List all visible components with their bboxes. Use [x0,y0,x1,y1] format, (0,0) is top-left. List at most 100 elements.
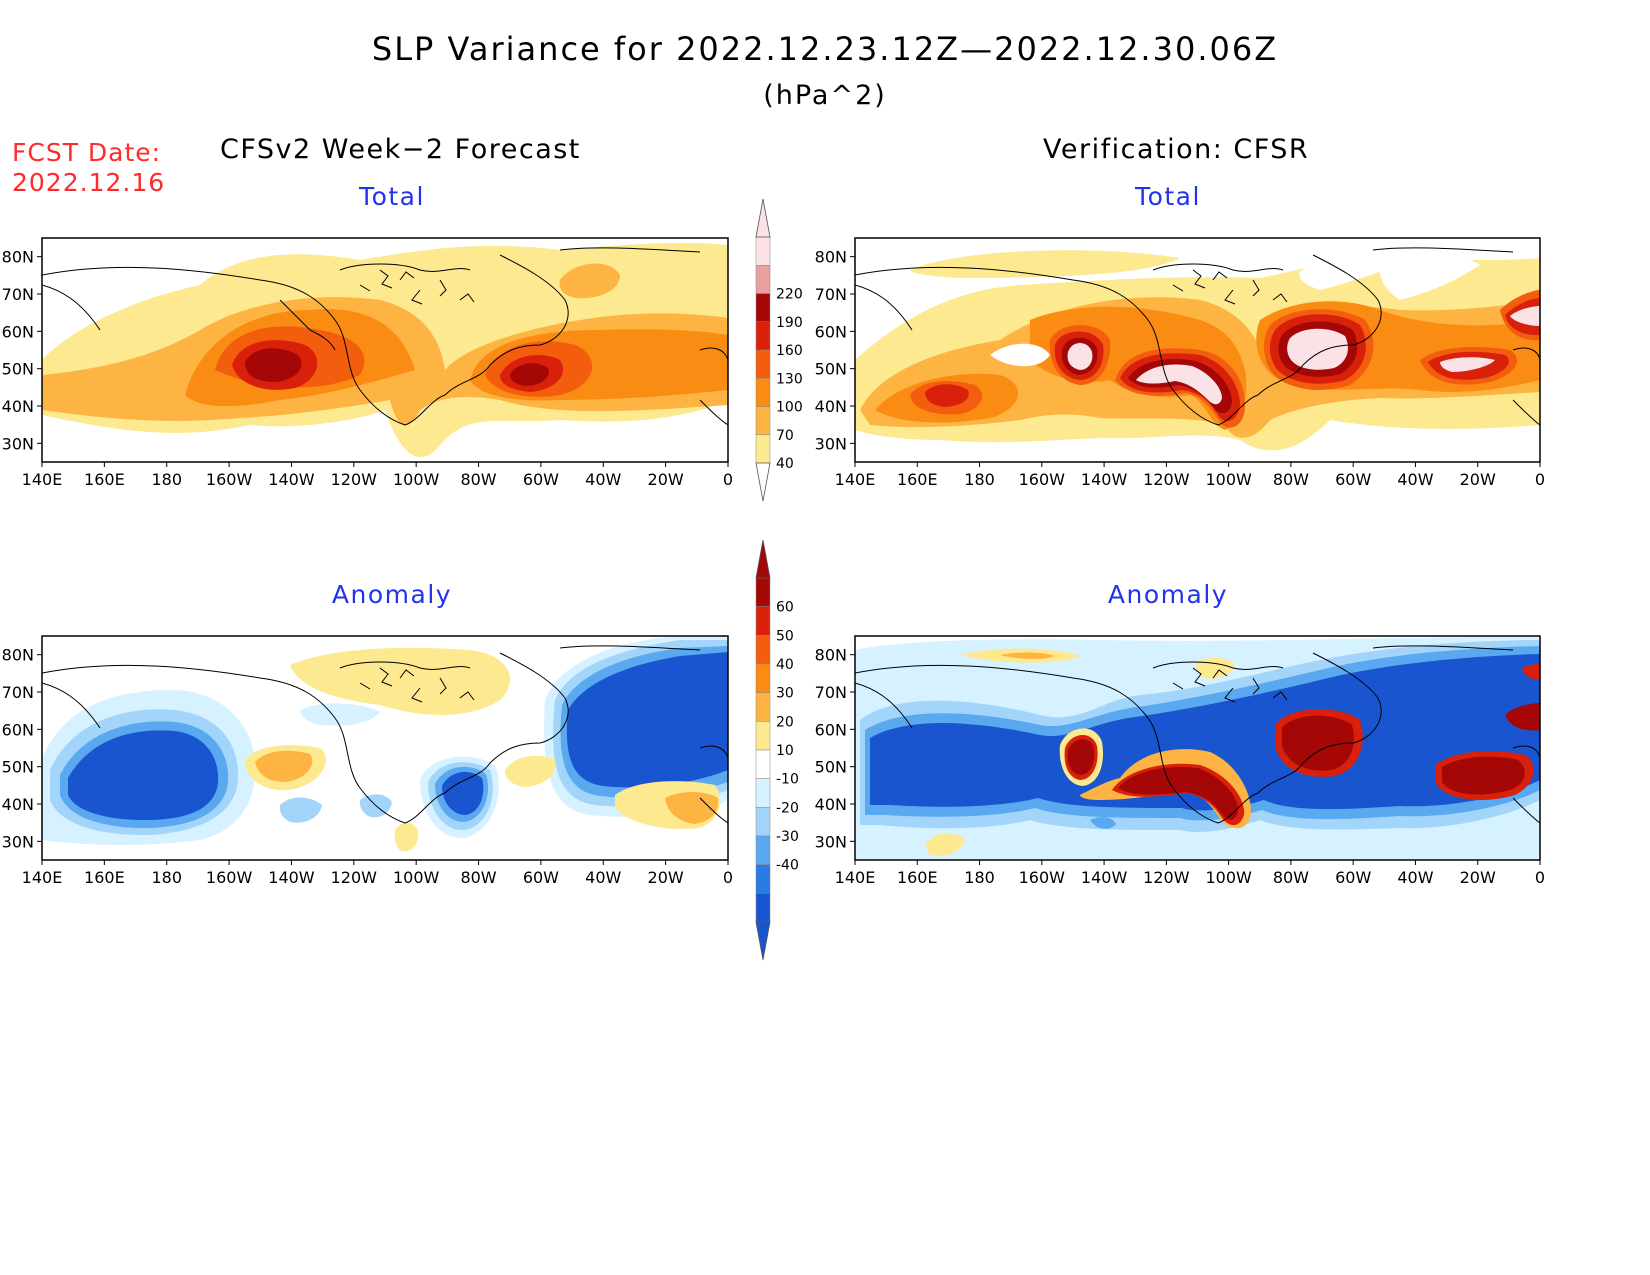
lon-tick-label: 100W [393,868,440,887]
lon-tick-label: 160W [1019,470,1066,489]
lon-tick-label: 40W [1397,868,1433,887]
colorbar-total-label: 190 [776,315,803,331]
lat-tick-label: 70N [815,285,847,304]
lat-tick-label: 50N [2,758,34,777]
lon-tick-label: 80W [460,470,496,489]
lat-tick-label: 40N [815,795,847,814]
lon-tick-label: 40W [585,470,621,489]
lon-tick-label: 140W [1081,868,1128,887]
lon-tick-label: 140W [1081,470,1128,489]
right-column-title: Verification: CFSR [1043,134,1310,165]
colorbar-anomaly-label: 40 [776,657,794,673]
colorbar-total-swatch [755,236,771,266]
colorbar-total-label: 40 [776,456,794,472]
lat-tick-label: 80N [2,248,34,267]
lon-tick-label: 160W [1019,868,1066,887]
frame-top-left [41,237,729,463]
colorbar-anomaly-label: 10 [776,743,794,759]
lon-tick-label: 60W [1335,868,1371,887]
colorbar-total-label: 160 [776,343,803,359]
lon-tick-label: 60W [1335,470,1371,489]
colorbar-anomaly-swatch [755,721,771,751]
coastline-bottom-left [42,645,728,824]
lon-tick-label: 80W [1273,868,1309,887]
forecast-date-label: FCST Date: [12,138,162,167]
coastline-top-right [855,247,1540,426]
lat-tick-label: 60N [815,322,847,341]
lon-tick-label: 0 [1535,868,1545,887]
lon-tick-label: 120W [331,868,378,887]
coastline-overlays [42,247,1540,824]
frame-top-right [854,237,1541,463]
lat-tick-label: 70N [2,285,34,304]
lat-tick-label: 60N [2,322,34,341]
lon-tick-label: 20W [1460,868,1496,887]
lon-tick-label: 160W [206,470,253,489]
colorbar-total-swatch [755,434,771,464]
panel-title-top-left: Total [359,182,425,211]
lat-tick-label: 30N [815,434,847,453]
lon-tick-label: 0 [1535,470,1545,489]
colorbar-anomaly-bottom-arrow [755,921,771,961]
map-verification-total [855,238,1540,462]
colorbar-anomaly-label: 30 [776,686,794,702]
figure-title: SLP Variance for 2022.12.23.12Z—2022.12.… [371,30,1279,68]
lat-tick-label: 30N [2,832,34,851]
lon-tick-label: 80W [460,868,496,887]
colorbar-anomaly-label: -10 [776,772,799,788]
lat-tick-label: 30N [2,434,34,453]
axis-labels: 80N 70N 60N 50N 40N 30N 140E 160E 180 160W 140W 120… [2,248,1545,887]
lat-tick-label: 80N [815,646,847,665]
lon-tick-label: 160E [897,470,938,489]
coastline-bottom-right [855,645,1540,824]
colorbar-total-label: 220 [776,287,803,303]
colorbar-anomaly-swatch [755,635,771,665]
colorbar-anomaly-swatch [755,778,771,808]
lon-tick-label: 160W [206,868,253,887]
colorbar-total-bottom-arrow [755,462,771,502]
lon-tick-label: 20W [1460,470,1496,489]
lon-tick-label: 40W [585,868,621,887]
colorbar-anomaly-label: -20 [776,800,799,816]
lon-tick-label: 180 [964,470,995,489]
lat-tick-label: 40N [815,397,847,416]
lat-tick-label: 60N [2,720,34,739]
lat-tick-label: 60N [815,720,847,739]
colorbar-total: 40 70 100 130 160 190 220 [755,198,803,502]
colorbar-total-swatch [755,265,771,294]
colorbar-anomaly-label: -40 [776,858,799,874]
lon-tick-label: 140W [268,470,315,489]
lon-tick-label: 160E [84,868,125,887]
colorbar-anomaly-label: 50 [776,628,794,644]
coastline-top-left [42,247,728,426]
units-label: (hPa^2) [763,80,887,111]
lon-tick-label: 0 [723,868,733,887]
colorbar-total-label: 70 [776,428,794,444]
frame-bottom-right [854,635,1541,861]
map-verification-anomaly [855,636,1540,860]
left-column-title: CFSv2 Week−2 Forecast [220,134,581,165]
colorbar-anomaly-swatch [755,749,771,779]
colorbar-anomaly-swatch [755,606,771,636]
lon-tick-label: 140E [22,868,63,887]
lon-tick-label: 80W [1273,470,1309,489]
colorbar-total-label: 130 [776,371,803,387]
lon-tick-label: 180 [151,470,182,489]
lon-tick-label: 160E [897,868,938,887]
colorbar-total-swatch [755,321,771,351]
forecast-date-block: FCST Date: 2022.12.16 [12,138,165,198]
lat-tick-label: 80N [815,248,847,267]
colorbar-anomaly-swatch [755,663,771,693]
lon-tick-label: 140W [268,868,315,887]
lat-tick-label: 50N [815,360,847,379]
colorbar-total-swatch [755,378,771,407]
lat-tick-label: 30N [815,832,847,851]
lon-tick-label: 120W [331,470,378,489]
lat-tick-label: 70N [2,683,34,702]
lon-tick-label: 140E [835,470,876,489]
lat-tick-label: 50N [2,360,34,379]
colorbar-total-swatch [755,406,771,435]
lon-tick-label: 100W [393,470,440,489]
colorbar-total-swatch [755,349,771,379]
